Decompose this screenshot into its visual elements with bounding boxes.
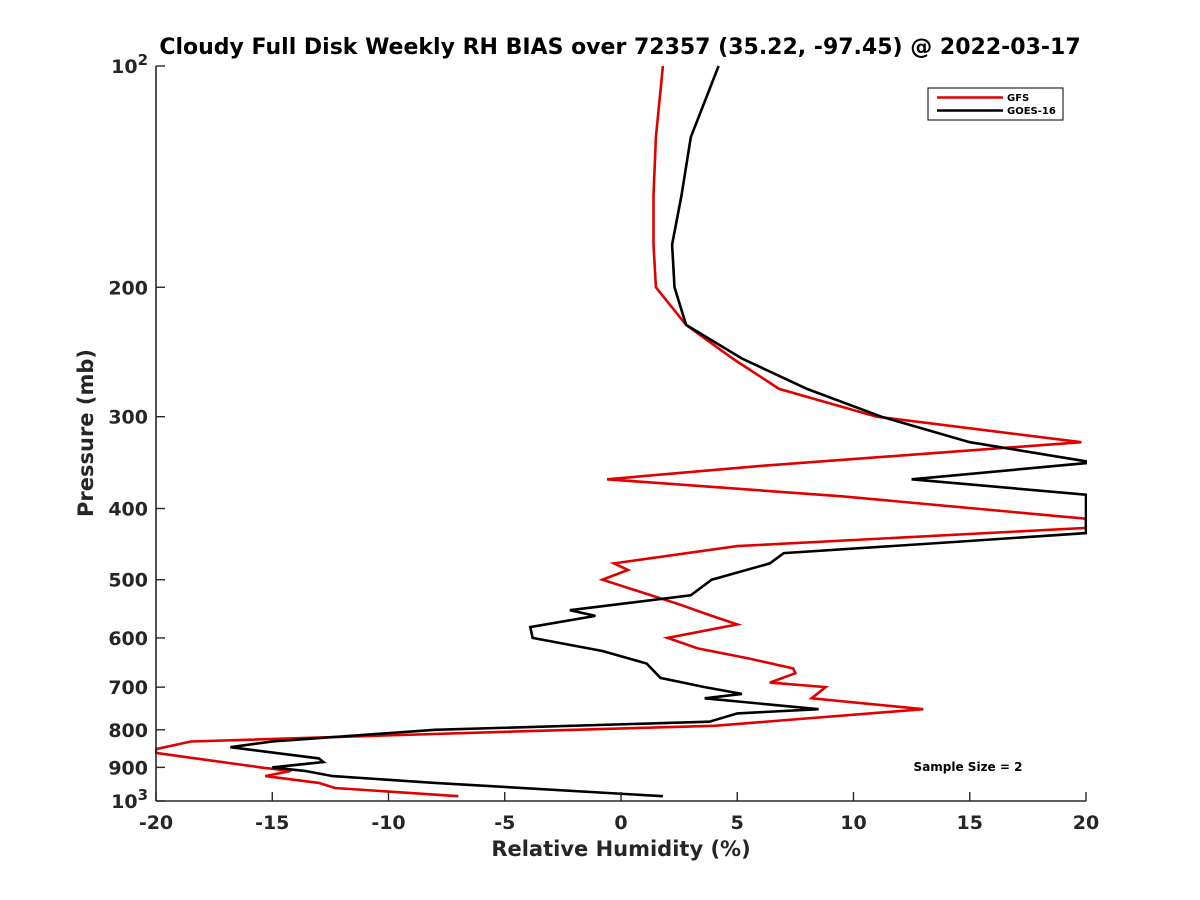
y-tick-label-exponent: 3 bbox=[138, 786, 148, 804]
y-tick-label-base: 10 bbox=[111, 791, 137, 813]
plot-background bbox=[156, 66, 1086, 801]
x-tick-label: 0 bbox=[614, 812, 627, 834]
plot-area bbox=[156, 66, 1086, 801]
y-tick-label: 500 bbox=[108, 570, 148, 592]
legend-label-gfs: GFS bbox=[1007, 93, 1029, 104]
x-axis-label: Relative Humidity (%) bbox=[491, 837, 750, 861]
x-tick-label: -20 bbox=[139, 812, 173, 834]
x-tick-label: -15 bbox=[255, 812, 289, 834]
y-tick-label: 900 bbox=[108, 757, 148, 779]
x-tick-label: 15 bbox=[957, 812, 983, 834]
y-tick-label: 300 bbox=[108, 407, 148, 429]
y-tick-label: 102 bbox=[111, 51, 148, 78]
y-tick-label: 800 bbox=[108, 720, 148, 742]
y-tick-label: 103 bbox=[111, 786, 148, 813]
chart-title: Cloudy Full Disk Weekly RH BIAS over 723… bbox=[159, 35, 1080, 60]
legend-label-goes16: GOES-16 bbox=[1007, 106, 1056, 117]
x-ticks: -20 -15 -10 -5 0 5 10 15 20 bbox=[139, 792, 1099, 834]
y-tick-label-base: 10 bbox=[111, 56, 137, 78]
y-tick-label-exponent: 2 bbox=[138, 51, 148, 69]
x-tick-label: 10 bbox=[840, 812, 866, 834]
series-line-goes16 bbox=[230, 65, 1087, 798]
y-axis-label: Pressure (mb) bbox=[74, 349, 98, 517]
y-tick-label: 200 bbox=[108, 277, 148, 299]
x-tick-label: 5 bbox=[731, 812, 744, 834]
x-tick-label: -10 bbox=[371, 812, 405, 834]
y-tick-label: 700 bbox=[108, 677, 148, 699]
sample-size-annotation: Sample Size = 2 bbox=[914, 760, 1023, 774]
x-tick-label: 20 bbox=[1073, 812, 1099, 834]
x-tick-label: -5 bbox=[494, 812, 515, 834]
y-tick-label: 400 bbox=[108, 499, 148, 521]
y-tick-label: 600 bbox=[108, 628, 148, 650]
legend: GFS GOES-16 bbox=[927, 87, 1064, 121]
legend-box bbox=[927, 87, 1064, 121]
